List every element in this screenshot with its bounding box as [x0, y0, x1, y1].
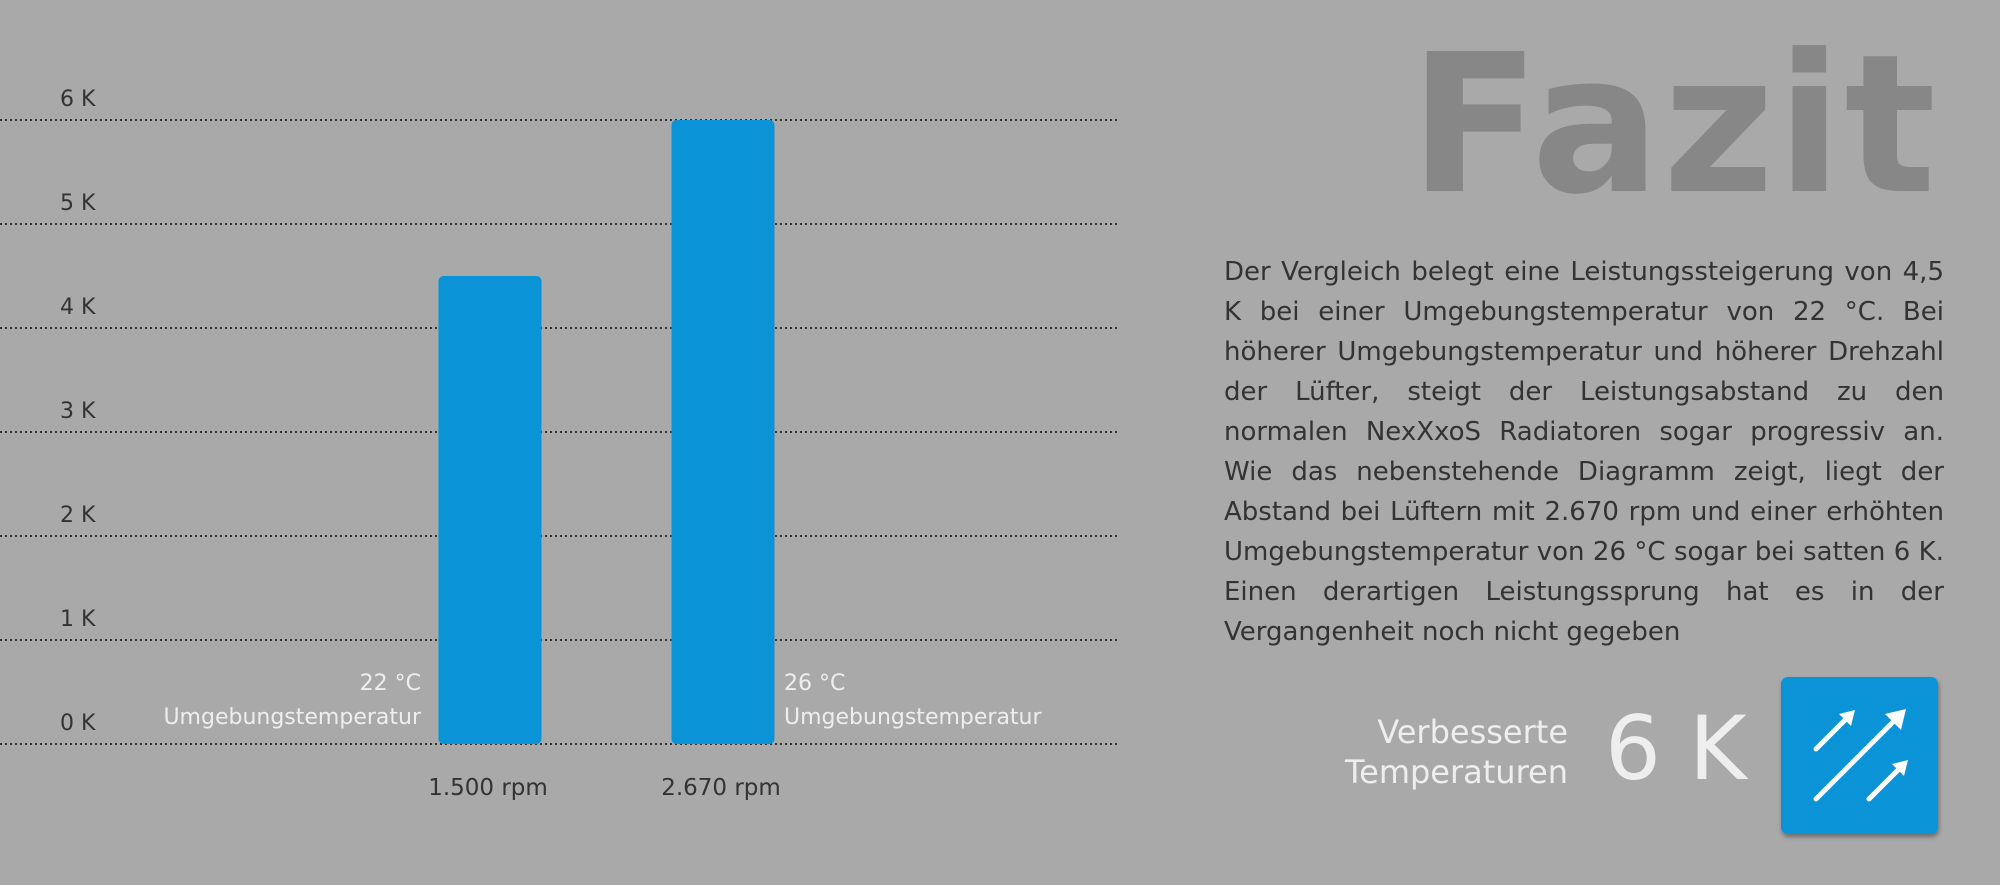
- trend-up-arrows-icon: [1781, 677, 1938, 834]
- bar: [438, 276, 542, 744]
- y-tick-label: 4 K: [60, 295, 96, 320]
- annotation-label: Umgebungstemperatur: [784, 705, 1042, 730]
- y-axis-ticks: 0 K 1 K 2 K 3 K 4 K 5 K 6 K: [60, 87, 96, 736]
- highlight-label: Verbesserte Temperaturen: [1345, 712, 1568, 792]
- x-category-label: 2.670 rpm: [661, 775, 781, 801]
- y-tick-label: 6 K: [60, 87, 96, 112]
- bar: [671, 120, 775, 744]
- highlight-value: 6 K: [1605, 697, 1747, 800]
- bar-chart: 0 K 1 K 2 K 3 K 4 K 5 K 6 K 22 °C Umgebungstemp…: [0, 87, 1118, 801]
- trend-badge: [1781, 677, 1938, 834]
- bar-annotations: 22 °C Umgebungstemperatur 26 °C Umgebungste…: [163, 671, 1042, 730]
- chart-bars: [438, 120, 775, 744]
- y-tick-label: 0 K: [60, 711, 96, 736]
- chart-gridlines: [0, 119, 1118, 745]
- x-axis-categories: 1.500 rpm 2.670 rpm: [428, 775, 781, 801]
- x-category-label: 1.500 rpm: [428, 775, 548, 801]
- highlight-label-line2: Temperaturen: [1345, 753, 1568, 791]
- summary-paragraph: Der Vergleich belegt eine Leistungssteig…: [1224, 257, 1944, 647]
- y-tick-label: 5 K: [60, 191, 96, 216]
- page-title: Fazit: [1409, 14, 1938, 237]
- highlight-label-line1: Verbesserte: [1377, 713, 1568, 751]
- y-tick-label: 2 K: [60, 503, 96, 528]
- y-tick-label: 1 K: [60, 607, 96, 632]
- annotation-temperature: 22 °C: [360, 671, 421, 696]
- y-tick-label: 3 K: [60, 399, 96, 424]
- annotation-label: Umgebungstemperatur: [163, 705, 421, 730]
- annotation-temperature: 26 °C: [784, 671, 845, 696]
